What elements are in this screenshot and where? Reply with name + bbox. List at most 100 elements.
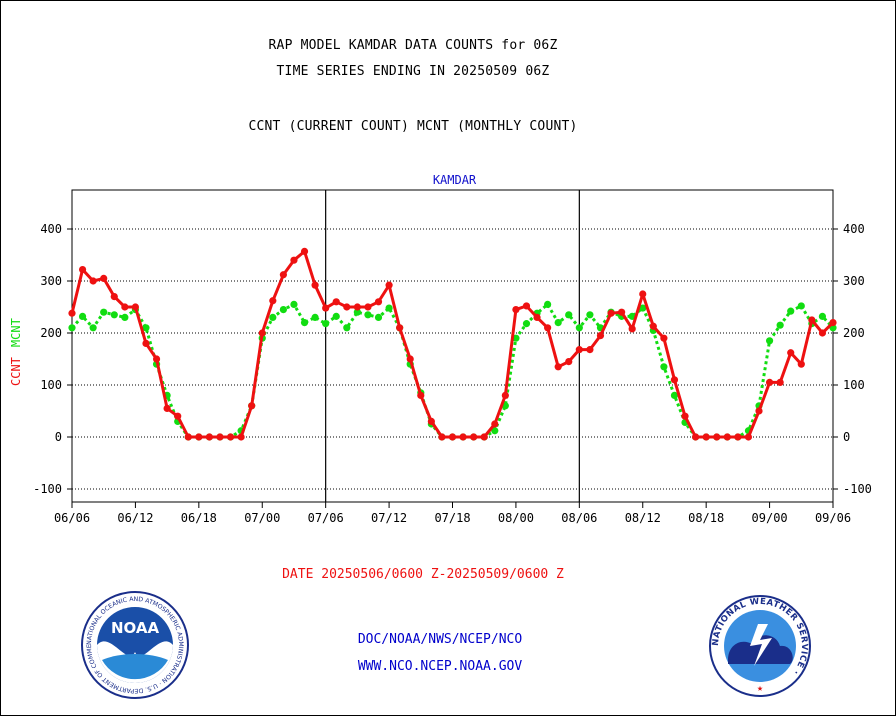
y-tick-label-right: 100 <box>843 378 865 392</box>
data-point-ccnt <box>142 339 150 347</box>
x-tick-label: 09/00 <box>752 511 788 525</box>
data-point-ccnt <box>480 433 488 441</box>
y-axis-label: CCNT MCNT <box>9 318 23 386</box>
data-point-ccnt <box>501 391 509 399</box>
data-point-ccnt <box>438 433 446 441</box>
data-point-ccnt <box>808 316 816 324</box>
data-point-ccnt <box>459 433 467 441</box>
x-tick-label: 08/12 <box>625 511 661 525</box>
data-point-ccnt <box>765 378 774 386</box>
data-point-mcnt <box>765 337 774 345</box>
data-point-mcnt <box>522 320 531 328</box>
y-label-mcnt: MCNT <box>9 318 23 347</box>
data-point-ccnt <box>269 297 277 305</box>
series-line-ccnt <box>70 249 835 439</box>
data-point-mcnt <box>565 311 573 319</box>
data-point-ccnt <box>776 378 784 386</box>
data-point-ccnt <box>195 433 203 441</box>
data-point-ccnt <box>628 325 636 333</box>
data-point-ccnt <box>787 349 795 357</box>
data-point-mcnt <box>332 312 340 320</box>
x-tick-label: 07/06 <box>308 511 344 525</box>
data-point-ccnt <box>226 433 235 441</box>
nws-logo-icon: NATIONAL WEATHER SERVICE · ★ <box>709 595 811 697</box>
data-point-ccnt <box>649 322 657 330</box>
y-tick-label-right: -100 <box>843 482 872 496</box>
data-point-mcnt <box>353 308 361 316</box>
data-point-ccnt <box>343 303 351 311</box>
data-point-mcnt <box>639 304 647 312</box>
data-point-ccnt <box>374 298 383 306</box>
x-axis-label: DATE 20250506/0600 Z-20250509/0600 Z <box>282 567 564 582</box>
data-point-mcnt <box>554 319 562 327</box>
agency-path: DOC/NOAA/NWS/NCEP/NCO <box>357 632 523 647</box>
svg-text:★: ★ <box>757 683 763 694</box>
data-point-ccnt <box>290 256 298 264</box>
data-point-ccnt <box>396 324 404 332</box>
data-point-ccnt <box>522 302 531 310</box>
series-line-mcnt <box>70 302 835 439</box>
data-point-mcnt <box>78 312 87 320</box>
data-point-mcnt <box>290 300 298 308</box>
data-point-ccnt <box>300 247 309 255</box>
data-point-mcnt <box>818 312 827 320</box>
data-point-mcnt <box>121 313 129 321</box>
x-tick-label: 08/00 <box>498 511 534 525</box>
data-point-ccnt <box>78 265 87 274</box>
data-point-ccnt <box>100 274 108 282</box>
x-tick-label: 08/18 <box>688 511 724 525</box>
data-point-mcnt <box>322 320 330 328</box>
data-point-ccnt <box>575 346 583 354</box>
data-point-ccnt <box>744 433 753 441</box>
chart-title-line1: RAP MODEL KAMDAR DATA COUNTS for 06Z <box>268 38 558 53</box>
data-point-ccnt <box>311 281 319 289</box>
y-tick-label-right: 300 <box>843 274 865 288</box>
x-tick-label: 06/06 <box>54 511 90 525</box>
data-point-mcnt <box>575 324 583 332</box>
x-tick-label: 08/06 <box>561 511 597 525</box>
x-tick-label: 07/00 <box>244 511 280 525</box>
data-point-mcnt <box>364 311 372 319</box>
data-point-ccnt <box>258 329 266 337</box>
data-point-mcnt <box>300 319 309 327</box>
data-point-ccnt <box>512 306 520 314</box>
data-point-ccnt <box>248 402 256 410</box>
data-point-mcnt <box>374 313 383 321</box>
data-point-mcnt <box>586 311 594 319</box>
data-point-ccnt <box>702 433 710 441</box>
data-point-ccnt <box>660 334 668 342</box>
data-point-ccnt <box>797 360 805 368</box>
data-point-ccnt <box>818 329 827 337</box>
data-point-ccnt <box>406 355 414 363</box>
data-point-ccnt <box>596 332 605 340</box>
data-point-ccnt <box>554 363 562 371</box>
noaa-logo-text: NOAA <box>111 619 160 637</box>
data-point-mcnt <box>279 306 287 314</box>
data-point-ccnt <box>237 433 245 441</box>
data-point-ccnt <box>364 303 372 311</box>
data-point-ccnt <box>417 391 425 399</box>
data-point-mcnt <box>89 324 97 332</box>
data-point-ccnt <box>618 308 626 316</box>
data-point-mcnt <box>68 324 76 332</box>
axis-layer <box>67 189 838 508</box>
data-point-ccnt <box>427 417 435 425</box>
website-url[interactable]: WWW.NCO.NCEP.NOAA.GOV <box>357 659 523 674</box>
data-point-ccnt <box>332 298 340 306</box>
data-point-ccnt <box>174 412 182 420</box>
data-point-ccnt <box>279 271 287 279</box>
y-tick-label-right: 200 <box>843 326 865 340</box>
data-point-ccnt <box>152 355 161 363</box>
data-point-ccnt <box>385 281 393 289</box>
label-layer: -100 -100 0 0 100 100 200 200 300 300 400 400 06/06 0… <box>9 173 872 582</box>
y-tick-label-left: -100 <box>33 482 62 496</box>
data-point-ccnt <box>829 319 837 327</box>
data-point-ccnt <box>163 404 171 412</box>
data-point-ccnt <box>565 358 573 366</box>
data-point-ccnt <box>544 324 552 332</box>
y-tick-label-right: 0 <box>843 430 850 444</box>
data-point-mcnt <box>544 300 552 308</box>
x-tick-label: 06/12 <box>117 511 153 525</box>
data-point-mcnt <box>776 321 784 329</box>
